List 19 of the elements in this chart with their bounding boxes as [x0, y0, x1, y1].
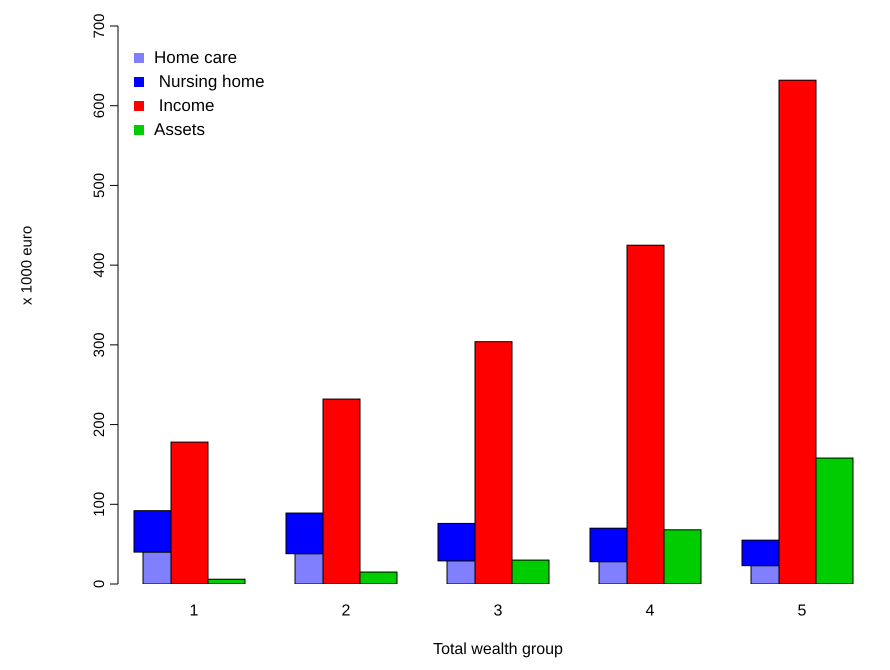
legend-label: Home care [154, 47, 238, 69]
y-tick-label: 200 [91, 412, 108, 438]
x-tick-label: 5 [798, 602, 807, 620]
y-tick-label: 600 [91, 93, 108, 118]
y-axis-title: x 1000 euro [18, 226, 36, 305]
y-tick-label: 500 [91, 172, 108, 198]
legend-label: Nursing home [158, 71, 265, 93]
legend-label: Assets [154, 119, 206, 141]
y-tick-label: 700 [91, 13, 108, 39]
x-tick-label: 3 [494, 602, 503, 620]
x-tick-label: 2 [342, 602, 351, 620]
y-tick-label: 100 [91, 492, 108, 517]
y-tick-label: 400 [91, 252, 108, 278]
x-tick-label: 1 [190, 602, 199, 620]
x-axis-title: Total wealth group [433, 641, 564, 658]
y-tick-label: 0 [91, 580, 108, 588]
y-tick-label: 300 [91, 332, 108, 358]
legend-label: Income [158, 95, 214, 117]
x-tick-label: 4 [646, 602, 655, 620]
